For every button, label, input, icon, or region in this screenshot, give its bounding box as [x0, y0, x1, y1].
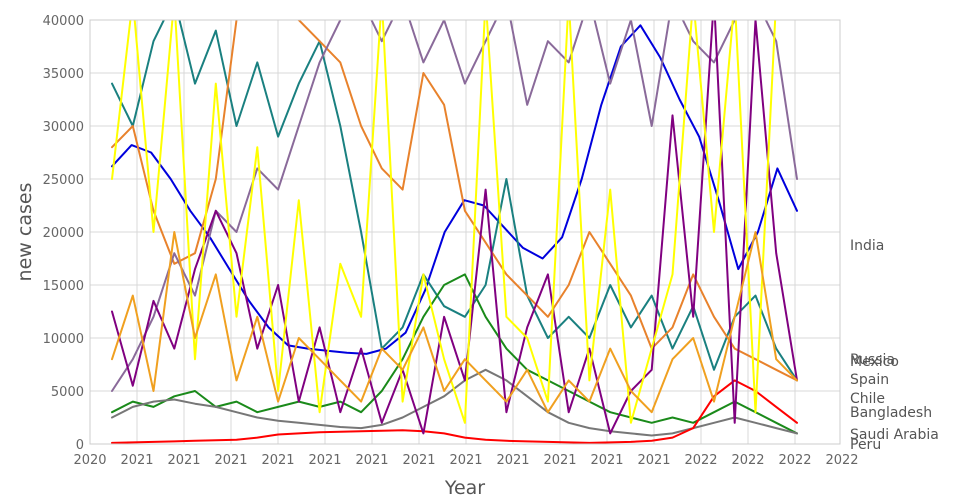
series-line: [111, 20, 798, 435]
y-tick-label: 35000: [43, 67, 84, 82]
x-tick-label: 2022: [731, 453, 764, 468]
y-axis-title: new cases: [14, 183, 36, 282]
series-end-label: Russia: [850, 352, 895, 368]
y-axis-ticks: 0 5000 10000 15000 20000 25000 30000 35000 40000: [43, 14, 84, 453]
x-axis-title: Year: [444, 477, 485, 499]
series-end-label: Mexico: [850, 354, 899, 370]
series-line: [111, 24, 798, 355]
series-line: [111, 379, 798, 444]
y-tick-label: 15000: [43, 279, 84, 294]
x-axis-ticks: 2020 2021 2021 2021 2021 2021 2021 2021 2021 2021…: [73, 453, 858, 468]
x-tick-label: 2022: [778, 453, 811, 468]
series-end-label: Saudi Arabia: [850, 427, 939, 443]
y-tick-label: 10000: [43, 332, 84, 347]
x-tick-label: 2021: [449, 453, 482, 468]
series-line: [111, 273, 798, 435]
series-line: [111, 20, 798, 382]
series-end-label: India: [850, 238, 884, 254]
plot-frame: [89, 19, 841, 445]
x-tick-label: 2021: [167, 453, 200, 468]
series-line: [111, 20, 777, 424]
x-tick-label: 2021: [120, 453, 153, 468]
x-tick-label: 2021: [308, 453, 341, 468]
x-tick-label: 2021: [637, 453, 670, 468]
x-tick-label: 2021: [402, 453, 435, 468]
x-tick-label: 2021: [496, 453, 529, 468]
y-tick-label: 5000: [51, 385, 84, 400]
x-tick-label: 2021: [590, 453, 623, 468]
series-line: [111, 231, 798, 414]
y-tick-label: 30000: [43, 120, 84, 135]
y-tick-label: 25000: [43, 173, 84, 188]
series-end-label: Spain: [850, 372, 889, 388]
x-tick-label: 2021: [543, 453, 576, 468]
y-tick-label: 20000: [43, 226, 84, 241]
y-tick-label: 0: [76, 438, 84, 453]
x-tick-label: 2021: [261, 453, 294, 468]
x-tick-label: 2021: [214, 453, 247, 468]
series-line: [111, 20, 798, 382]
x-tick-label: 2022: [825, 453, 858, 468]
x-tick-label: 2022: [684, 453, 717, 468]
x-tick-label: 2021: [355, 453, 388, 468]
series-layer: [111, 20, 798, 444]
series-end-label: Chile: [850, 391, 885, 407]
x-tick-label: 2020: [73, 453, 106, 468]
y-tick-label: 40000: [43, 14, 84, 29]
series-end-label: Peru: [850, 437, 881, 453]
series-end-label: Bangladesh: [850, 405, 932, 421]
